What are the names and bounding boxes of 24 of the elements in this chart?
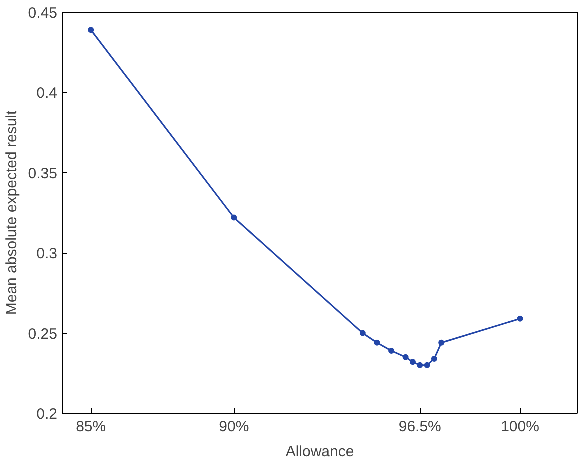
y-tick-label: 0.35: [28, 165, 58, 182]
y-tick-label: 0.45: [28, 5, 58, 22]
y-tick-label: 0.25: [28, 326, 58, 343]
x-axis-title: Allowance: [286, 444, 354, 460]
y-tick-label: 0.2: [36, 406, 58, 423]
y-tick-label: 0.4: [36, 85, 58, 102]
point: [424, 362, 430, 368]
x-tick-label: 100%: [501, 418, 540, 436]
point: [517, 316, 524, 322]
point: [374, 340, 380, 346]
x-tick-label: 90%: [219, 418, 250, 436]
point: [360, 330, 366, 336]
x-tick-label: 96.5%: [398, 418, 442, 436]
point: [402, 354, 409, 360]
y-axis-title: Mean absolute expected result: [3, 110, 20, 316]
point: [231, 214, 238, 221]
y-tick-label: 0.3: [36, 246, 58, 263]
point: [431, 356, 438, 362]
point: [388, 348, 395, 354]
x-tick-label: 85%: [76, 418, 106, 436]
point: [438, 340, 445, 346]
point: [88, 27, 94, 34]
point: [417, 362, 424, 368]
point: [410, 359, 416, 366]
